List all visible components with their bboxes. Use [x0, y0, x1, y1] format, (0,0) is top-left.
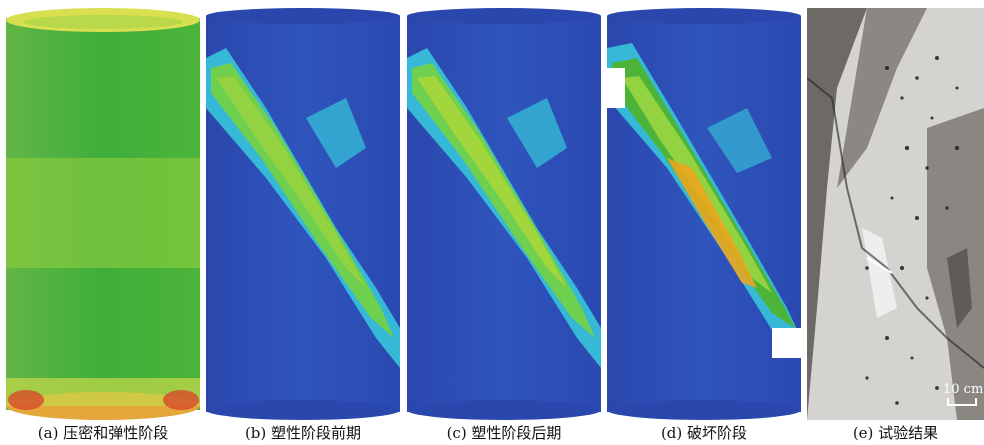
cylinder-a-image: [6, 8, 200, 420]
cylinder-c-image: [407, 8, 601, 420]
caption-e: (e) 试验结果: [852, 424, 939, 442]
panel-a-simulation: [6, 8, 200, 420]
scale-bar-right-tick: [975, 398, 977, 406]
panel-c-simulation: [407, 8, 601, 420]
rock-specimen-photo: [807, 8, 984, 420]
scale-bar-label: 10 cm: [943, 382, 984, 397]
cylinder-d-image: [607, 8, 801, 420]
cylinder-b-image: [206, 8, 400, 420]
caption-a: (a) 压密和弹性阶段: [37, 424, 169, 442]
caption-c: (c) 塑性阶段后期: [446, 424, 562, 442]
panel-b-simulation: [206, 8, 400, 420]
caption-d: (d) 破坏阶段: [660, 424, 748, 442]
panel-d-simulation: [607, 8, 801, 420]
panel-e-test-photo: 10 cm: [807, 8, 984, 420]
caption-b: (b) 塑性阶段前期: [244, 424, 362, 442]
scale-bar-line: [947, 404, 977, 406]
scale-bar-left-tick: [947, 398, 949, 406]
